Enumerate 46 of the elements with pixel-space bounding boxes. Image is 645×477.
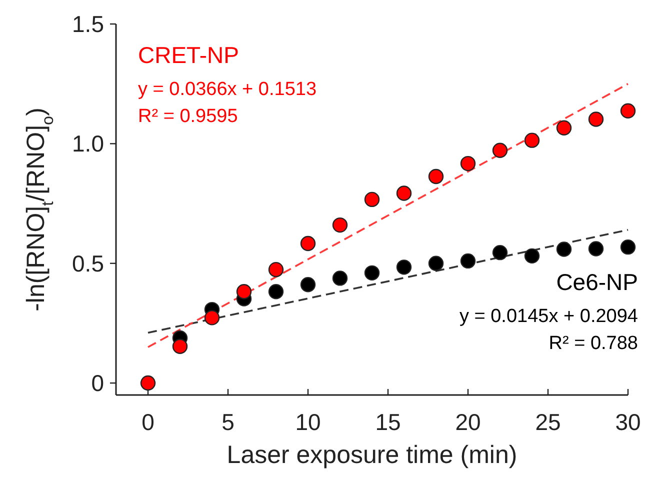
point xyxy=(332,270,348,286)
annotation: R² = 0.788 xyxy=(548,333,638,354)
point xyxy=(236,284,252,300)
point xyxy=(460,156,476,172)
point xyxy=(492,244,508,260)
point xyxy=(556,242,572,257)
x-tick-label: 5 xyxy=(222,409,234,435)
annotation: y = 0.0366x + 0.1513 xyxy=(138,79,317,100)
point xyxy=(460,253,476,269)
x-tick-label: 20 xyxy=(455,409,481,435)
point xyxy=(588,241,604,256)
point xyxy=(364,192,380,208)
x-tick-label: 0 xyxy=(142,409,154,435)
point xyxy=(268,284,284,300)
point xyxy=(396,260,412,275)
y-tick-label: 1.0 xyxy=(72,130,104,157)
point xyxy=(332,217,348,233)
point xyxy=(300,277,316,292)
point xyxy=(524,132,540,148)
series-label: Ce6-NP xyxy=(556,269,638,295)
text: CRET-NP xyxy=(138,42,239,68)
point xyxy=(364,265,380,281)
y-tick-label: 0.5 xyxy=(72,250,104,276)
point xyxy=(396,186,412,201)
point xyxy=(556,120,572,136)
x-tick-label: 10 xyxy=(295,409,321,435)
point xyxy=(492,142,508,158)
point xyxy=(172,338,188,354)
point xyxy=(268,262,284,278)
x-tick-label: 25 xyxy=(535,409,561,435)
point xyxy=(428,256,444,271)
point xyxy=(204,310,220,326)
annotation: R² = 0.9595 xyxy=(138,106,238,127)
annotation: y = 0.0145x + 0.2094 xyxy=(459,306,638,327)
x-axis-title: Laser exposure time (min) xyxy=(226,441,518,469)
point xyxy=(524,248,540,264)
y-tick-label: 1.5 xyxy=(72,11,104,37)
point xyxy=(588,112,604,127)
x-tick-label: 15 xyxy=(375,409,401,435)
y-tick-label: 0 xyxy=(91,370,104,396)
point xyxy=(620,239,636,255)
point xyxy=(620,103,636,118)
point xyxy=(140,375,156,391)
point xyxy=(428,168,444,184)
x-tick-label: 30 xyxy=(615,409,641,435)
point xyxy=(300,236,316,252)
